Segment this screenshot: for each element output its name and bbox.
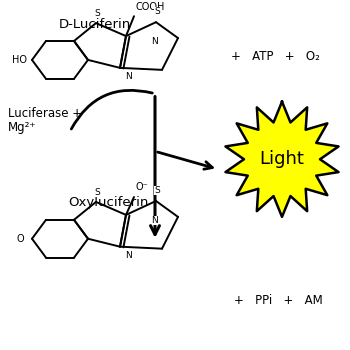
Text: Oxyluciferin: Oxyluciferin <box>68 196 148 209</box>
FancyArrowPatch shape <box>71 90 152 129</box>
Text: N: N <box>152 37 158 46</box>
Text: Mg²⁺: Mg²⁺ <box>8 121 36 134</box>
Text: N: N <box>152 216 158 225</box>
Polygon shape <box>225 102 338 217</box>
Text: HO: HO <box>12 55 27 65</box>
Text: COOH: COOH <box>136 2 165 12</box>
Text: S: S <box>94 188 100 197</box>
Text: S: S <box>154 186 160 195</box>
Text: +   PPi   +   AM: + PPi + AM <box>234 294 322 307</box>
Text: N: N <box>125 251 132 260</box>
FancyArrowPatch shape <box>158 152 212 169</box>
Text: D-Luciferin: D-Luciferin <box>59 18 131 31</box>
Text: N: N <box>125 72 132 81</box>
Text: Light: Light <box>260 150 304 168</box>
Text: S: S <box>94 9 100 18</box>
Text: +   ATP   +   O₂: + ATP + O₂ <box>231 50 320 63</box>
Text: Luciferase +: Luciferase + <box>8 107 82 120</box>
Text: O: O <box>16 234 24 244</box>
Text: O⁻: O⁻ <box>136 182 149 192</box>
Text: S: S <box>154 7 160 16</box>
